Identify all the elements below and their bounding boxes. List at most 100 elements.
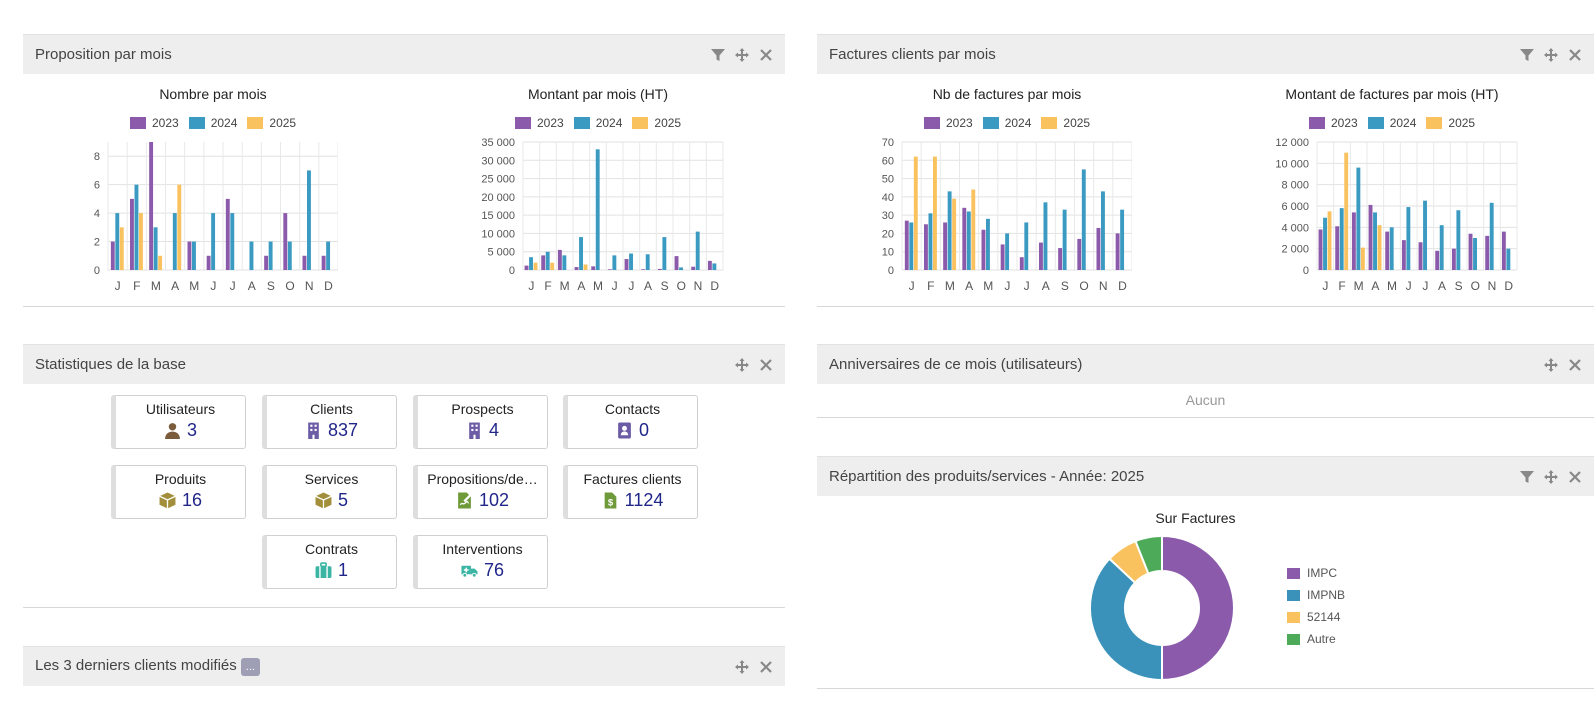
bar[interactable] (557, 249, 562, 270)
bar[interactable] (1451, 248, 1456, 270)
stat-card-clients[interactable]: Clients 837 (262, 395, 397, 449)
bar[interactable] (1058, 248, 1063, 270)
bar[interactable] (583, 264, 588, 270)
bar[interactable] (230, 213, 235, 270)
bar[interactable] (1406, 207, 1411, 270)
bar[interactable] (550, 262, 555, 270)
bar[interactable] (607, 269, 612, 270)
bar[interactable] (924, 224, 928, 270)
bar[interactable] (1373, 212, 1377, 270)
bar[interactable] (1039, 242, 1043, 270)
bar[interactable] (302, 255, 307, 270)
bar[interactable] (641, 269, 646, 270)
close-icon[interactable] (759, 660, 773, 674)
bar[interactable] (952, 198, 957, 270)
bar[interactable] (943, 222, 948, 270)
bar[interactable] (1339, 208, 1344, 270)
bar[interactable] (211, 213, 216, 270)
filter-icon[interactable] (711, 48, 725, 62)
bar[interactable] (904, 220, 909, 270)
pie-legend-item[interactable]: Autre (1287, 628, 1345, 650)
bar[interactable] (1385, 231, 1390, 270)
bar[interactable] (947, 191, 952, 270)
bar[interactable] (707, 260, 712, 270)
bar[interactable] (149, 142, 154, 270)
bar[interactable] (662, 237, 667, 270)
bar[interactable] (691, 266, 696, 270)
bar[interactable] (591, 266, 596, 270)
bar[interactable] (177, 184, 182, 270)
bar[interactable] (287, 241, 292, 270)
bar[interactable] (612, 255, 617, 270)
bar[interactable] (645, 254, 650, 270)
close-icon[interactable] (759, 358, 773, 372)
bar[interactable] (1377, 225, 1382, 270)
bar[interactable] (524, 265, 529, 270)
pie-legend-item[interactable]: IMPC (1287, 562, 1345, 584)
bar[interactable] (130, 198, 134, 270)
move-icon[interactable] (1544, 357, 1558, 372)
bar[interactable] (249, 241, 254, 270)
stat-card-interventions[interactable]: Interventions 76 (413, 535, 548, 589)
bar[interactable] (629, 253, 633, 270)
bar[interactable] (1120, 209, 1125, 270)
bar[interactable] (1318, 229, 1323, 270)
bar[interactable] (595, 149, 600, 270)
legend-item[interactable]: 2025 (1426, 116, 1475, 130)
bar[interactable] (1501, 231, 1506, 270)
bar[interactable] (115, 213, 120, 270)
close-icon[interactable] (1568, 48, 1582, 62)
bar[interactable] (1062, 209, 1067, 270)
pie-slice[interactable] (1161, 534, 1235, 682)
bar[interactable] (1456, 210, 1461, 270)
stat-card-contacts[interactable]: Contacts 0 (563, 395, 698, 449)
bar[interactable] (1323, 217, 1327, 270)
stat-card-prospects[interactable]: Prospects 4 (413, 395, 548, 449)
bar[interactable] (712, 263, 717, 270)
close-icon[interactable] (759, 48, 773, 62)
bar[interactable] (533, 262, 538, 270)
bar[interactable] (119, 227, 124, 270)
bar[interactable] (1096, 227, 1101, 270)
legend-item[interactable]: 2024 (573, 116, 622, 130)
bar[interactable] (1489, 202, 1494, 270)
bar[interactable] (1335, 226, 1340, 270)
pie-legend-item[interactable]: IMPNB (1287, 584, 1345, 606)
bar[interactable] (1360, 247, 1365, 270)
bar[interactable] (695, 231, 700, 270)
bar[interactable] (153, 227, 158, 270)
bar[interactable] (139, 213, 143, 270)
bar[interactable] (172, 213, 177, 270)
bar[interactable] (1389, 227, 1394, 270)
bar[interactable] (1485, 235, 1490, 270)
legend-item[interactable]: 2024 (1367, 116, 1416, 130)
legend-item[interactable]: 2024 (188, 116, 237, 130)
bar[interactable] (1043, 202, 1048, 270)
filter-icon[interactable] (1520, 470, 1534, 484)
bar[interactable] (192, 241, 196, 270)
bar[interactable] (1327, 211, 1332, 270)
bar[interactable] (268, 241, 273, 270)
bar[interactable] (1344, 152, 1349, 270)
bar[interactable] (909, 222, 914, 270)
stat-card-factures-clients[interactable]: Factures clients $1124 (563, 465, 698, 519)
legend-item[interactable]: 2023 (924, 116, 973, 130)
bar[interactable] (657, 268, 662, 270)
move-icon[interactable] (735, 659, 749, 674)
pie-slice[interactable] (1134, 534, 1163, 575)
bar[interactable] (321, 255, 326, 270)
bar[interactable] (1019, 257, 1024, 270)
filter-icon[interactable] (1520, 48, 1534, 62)
bar[interactable] (225, 198, 230, 270)
bar[interactable] (1000, 244, 1005, 270)
move-icon[interactable] (735, 47, 749, 62)
stat-card-propositions-de[interactable]: Propositions/de… 102 (413, 465, 548, 519)
bar[interactable] (1401, 240, 1406, 270)
stat-card-utilisateurs[interactable]: Utilisateurs 3 (111, 395, 246, 449)
bar[interactable] (1418, 242, 1423, 270)
bar[interactable] (1005, 233, 1010, 270)
bar[interactable] (679, 267, 683, 270)
move-icon[interactable] (1544, 469, 1558, 484)
bar[interactable] (158, 255, 163, 270)
bar[interactable] (971, 189, 976, 270)
